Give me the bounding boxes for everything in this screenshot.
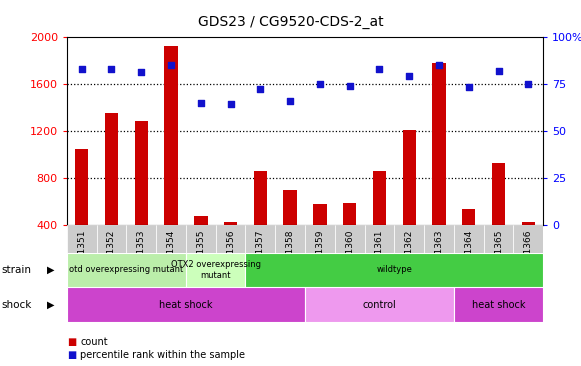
Bar (313, 204, 327, 225)
Point (494, 68, 503, 74)
Text: GSM1363: GSM1363 (435, 229, 443, 273)
Bar (514, 225, 543, 278)
Bar (96, 225, 127, 278)
Text: GSM1361: GSM1361 (375, 229, 384, 273)
Bar (135, 122, 148, 225)
Bar (403, 130, 416, 225)
Text: ▶: ▶ (48, 265, 55, 275)
Bar (254, 171, 267, 225)
Text: ▶: ▶ (48, 300, 55, 310)
Text: strain: strain (1, 265, 31, 275)
Point (345, 83, 354, 89)
Bar (127, 225, 156, 278)
Bar (245, 225, 275, 278)
Text: GSM1358: GSM1358 (286, 229, 295, 273)
Bar (305, 287, 454, 322)
Point (226, 101, 235, 107)
Bar (245, 253, 543, 287)
Bar (483, 225, 514, 278)
Bar (105, 113, 118, 225)
Text: GSM1353: GSM1353 (137, 229, 146, 273)
Text: GSM1366: GSM1366 (524, 229, 533, 273)
Text: ■: ■ (67, 337, 76, 347)
Point (375, 66, 384, 72)
Bar (373, 171, 386, 225)
Bar (394, 225, 424, 278)
Bar (224, 221, 237, 225)
Text: GSM1359: GSM1359 (315, 229, 324, 273)
Bar (305, 225, 335, 278)
Text: GSM1360: GSM1360 (345, 229, 354, 273)
Point (315, 81, 325, 87)
Bar (75, 149, 88, 225)
Bar (67, 287, 305, 322)
Text: percentile rank within the sample: percentile rank within the sample (80, 350, 245, 360)
Text: GSM1362: GSM1362 (405, 229, 414, 273)
Text: OTX2 overexpressing
mutant: OTX2 overexpressing mutant (171, 260, 261, 280)
Bar (275, 225, 305, 278)
Point (166, 62, 175, 68)
Text: shock: shock (1, 300, 31, 310)
Text: GSM1357: GSM1357 (256, 229, 265, 273)
Text: GSM1355: GSM1355 (196, 229, 205, 273)
Bar (335, 225, 365, 278)
Bar (462, 209, 475, 225)
Point (464, 85, 474, 90)
Bar (67, 225, 96, 278)
Text: GSM1356: GSM1356 (226, 229, 235, 273)
Text: ■: ■ (67, 350, 76, 360)
Point (107, 66, 116, 72)
Text: GSM1352: GSM1352 (107, 229, 116, 273)
Point (256, 86, 265, 92)
Bar (194, 216, 207, 225)
Bar (454, 287, 543, 322)
Bar (67, 253, 186, 287)
Text: control: control (363, 300, 396, 310)
Bar (365, 225, 394, 278)
Bar (186, 253, 246, 287)
Bar (156, 225, 186, 278)
Text: GSM1351: GSM1351 (77, 229, 86, 273)
Point (137, 70, 146, 75)
Text: GDS23 / CG9520-CDS-2_at: GDS23 / CG9520-CDS-2_at (198, 15, 383, 29)
Bar (522, 221, 535, 225)
Point (435, 62, 444, 68)
Bar (454, 225, 483, 278)
Bar (424, 225, 454, 278)
Bar (432, 63, 446, 225)
Bar (186, 225, 216, 278)
Text: otd overexpressing mutant: otd overexpressing mutant (69, 265, 184, 274)
Text: GSM1364: GSM1364 (464, 229, 474, 273)
Point (523, 81, 533, 87)
Text: wildtype: wildtype (376, 265, 413, 274)
Text: heat shock: heat shock (159, 300, 213, 310)
Bar (492, 163, 505, 225)
Bar (343, 203, 356, 225)
Point (404, 73, 414, 79)
Bar (284, 190, 297, 225)
Text: GSM1365: GSM1365 (494, 229, 503, 273)
Bar (216, 225, 245, 278)
Bar (164, 46, 178, 225)
Point (196, 100, 206, 105)
Point (285, 98, 295, 104)
Text: heat shock: heat shock (472, 300, 525, 310)
Text: GSM1354: GSM1354 (167, 229, 175, 273)
Point (77, 66, 87, 72)
Text: count: count (80, 337, 108, 347)
